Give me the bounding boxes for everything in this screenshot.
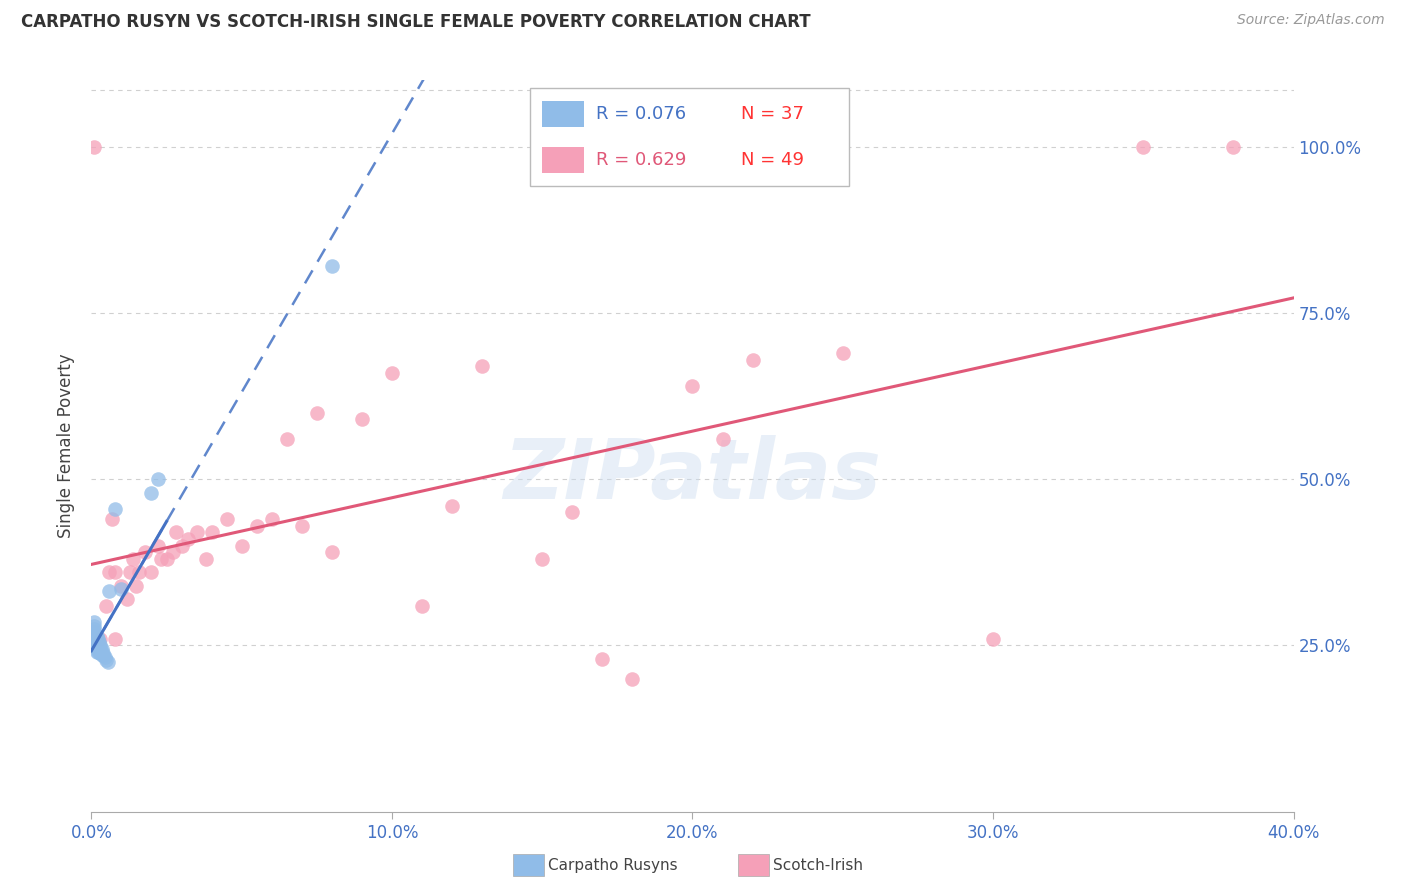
- Point: [350, 412, 373, 426]
- Point: [1132, 140, 1154, 154]
- Point: [83, 615, 105, 630]
- Point: [440, 499, 463, 513]
- Point: [89, 640, 111, 654]
- Point: [93, 648, 115, 663]
- Point: [471, 359, 494, 374]
- Point: [215, 512, 238, 526]
- Point: [170, 539, 193, 553]
- Point: [305, 406, 328, 420]
- Point: [110, 582, 132, 596]
- Text: N = 49: N = 49: [741, 151, 804, 169]
- Text: Scotch-Irish: Scotch-Irish: [773, 858, 863, 872]
- Point: [128, 566, 150, 580]
- Point: [711, 433, 734, 447]
- Point: [86, 635, 108, 649]
- Point: [87, 635, 110, 649]
- Point: [155, 552, 177, 566]
- Point: [146, 539, 169, 553]
- Point: [86, 641, 108, 656]
- Point: [84, 635, 107, 649]
- Point: [84, 639, 107, 653]
- Point: [146, 472, 169, 486]
- Point: [741, 352, 763, 367]
- Point: [110, 579, 132, 593]
- Text: R = 0.076: R = 0.076: [596, 105, 686, 123]
- Point: [201, 525, 224, 540]
- Point: [89, 645, 111, 659]
- Point: [98, 566, 121, 580]
- Point: [86, 645, 108, 659]
- Point: [165, 525, 187, 540]
- Point: [83, 622, 105, 636]
- Point: [83, 625, 105, 640]
- Point: [86, 628, 108, 642]
- Text: ZIPatlas: ZIPatlas: [503, 434, 882, 516]
- Point: [231, 539, 253, 553]
- Point: [621, 672, 644, 686]
- Text: CARPATHO RUSYN VS SCOTCH-IRISH SINGLE FEMALE POVERTY CORRELATION CHART: CARPATHO RUSYN VS SCOTCH-IRISH SINGLE FE…: [21, 13, 811, 31]
- Bar: [530, 87, 849, 186]
- Point: [94, 650, 117, 665]
- Bar: [543, 146, 585, 173]
- Point: [97, 655, 120, 669]
- Point: [87, 639, 110, 653]
- Point: [981, 632, 1004, 646]
- Point: [87, 632, 110, 646]
- Point: [194, 552, 217, 566]
- Point: [98, 584, 121, 599]
- Point: [96, 653, 118, 667]
- Point: [104, 566, 127, 580]
- Y-axis label: Single Female Poverty: Single Female Poverty: [58, 354, 76, 538]
- Point: [162, 545, 184, 559]
- Point: [291, 518, 314, 533]
- Text: Carpatho Rusyns: Carpatho Rusyns: [548, 858, 678, 872]
- Text: N = 37: N = 37: [741, 105, 804, 123]
- Point: [84, 632, 107, 646]
- Point: [86, 639, 108, 653]
- Point: [246, 518, 269, 533]
- Point: [89, 639, 111, 653]
- Point: [149, 552, 172, 566]
- Point: [104, 502, 127, 516]
- Point: [681, 379, 703, 393]
- Point: [89, 632, 111, 646]
- Point: [561, 506, 583, 520]
- Point: [186, 525, 208, 540]
- Bar: [543, 101, 585, 128]
- Point: [89, 647, 111, 661]
- Point: [831, 346, 853, 360]
- Point: [87, 645, 110, 659]
- Point: [83, 618, 105, 632]
- Point: [83, 140, 105, 154]
- Point: [101, 512, 124, 526]
- Point: [83, 632, 105, 646]
- Point: [87, 641, 110, 656]
- Point: [91, 647, 114, 661]
- Point: [90, 641, 112, 656]
- Point: [176, 532, 198, 546]
- Point: [260, 512, 283, 526]
- Point: [276, 433, 298, 447]
- Point: [591, 652, 613, 666]
- Point: [141, 566, 163, 580]
- Point: [141, 485, 163, 500]
- Point: [531, 552, 554, 566]
- Point: [134, 545, 156, 559]
- Point: [90, 648, 112, 663]
- Text: R = 0.629: R = 0.629: [596, 151, 686, 169]
- Point: [96, 599, 118, 613]
- Point: [120, 566, 142, 580]
- Point: [321, 545, 343, 559]
- Text: Source: ZipAtlas.com: Source: ZipAtlas.com: [1237, 13, 1385, 28]
- Point: [381, 366, 404, 380]
- Point: [321, 260, 343, 274]
- Point: [84, 628, 107, 642]
- Point: [411, 599, 433, 613]
- Point: [90, 647, 112, 661]
- Point: [117, 591, 139, 606]
- Point: [125, 579, 148, 593]
- Point: [104, 632, 127, 646]
- Point: [1222, 140, 1244, 154]
- Point: [122, 552, 145, 566]
